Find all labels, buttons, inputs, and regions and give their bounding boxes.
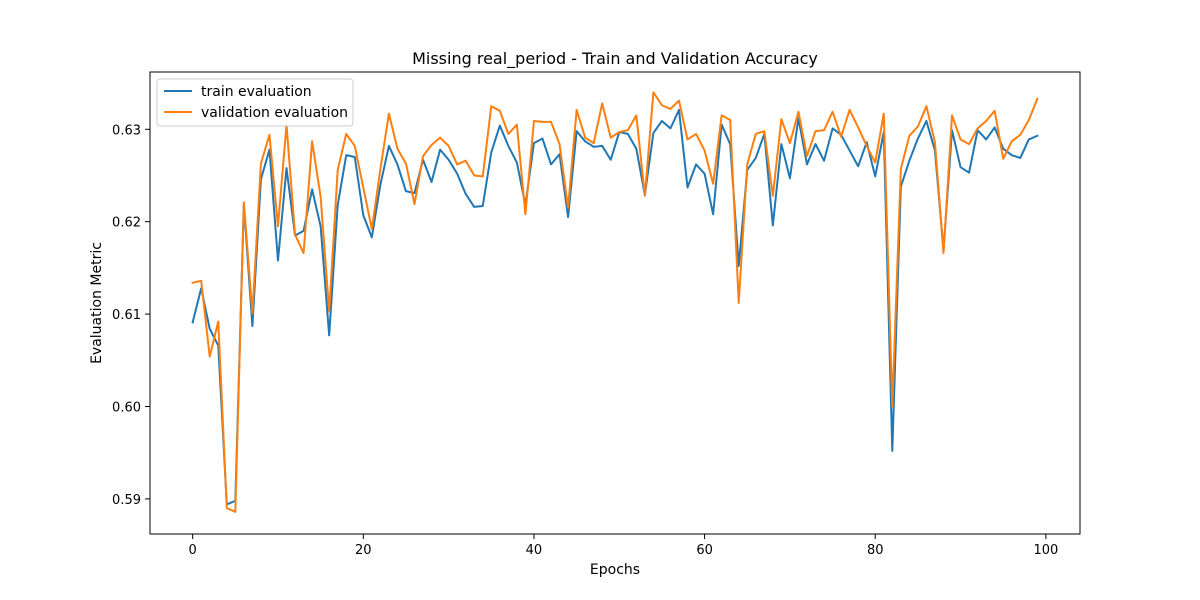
legend-frame (156, 78, 354, 127)
x-tick-label: 60 (696, 543, 713, 558)
legend-label-train: train evaluation (201, 84, 312, 100)
y-tick-label: 0.62 (112, 216, 141, 231)
series-line-1 (191, 91, 1039, 513)
plot-area (191, 91, 1039, 513)
y-tick-label: 0.63 (112, 123, 141, 138)
legend-label-validation: validation evaluation (201, 105, 348, 121)
y-tick-label: 0.59 (112, 493, 141, 508)
y-tick-label: 0.60 (112, 400, 141, 415)
x-tick-label: 0 (189, 543, 197, 558)
x-tick-label: 80 (867, 543, 884, 558)
axes-frame (149, 71, 1081, 535)
x-tick-label: 20 (355, 543, 372, 558)
legend: train evaluation validation evaluation (156, 78, 354, 127)
y-tick-label: 0.61 (112, 308, 141, 323)
x-axis: 0 20 40 60 80 100 (189, 534, 1058, 558)
y-axis: 0.59 0.60 0.61 0.62 0.63 (112, 123, 150, 508)
y-axis-label: Evaluation Metric (89, 242, 105, 364)
x-tick-label: 100 (1033, 543, 1058, 558)
series-line-0 (191, 108, 1039, 506)
x-axis-label: Epochs (590, 562, 640, 578)
x-tick-label: 40 (526, 543, 543, 558)
chart-title: Missing real_period - Train and Validati… (412, 49, 818, 69)
